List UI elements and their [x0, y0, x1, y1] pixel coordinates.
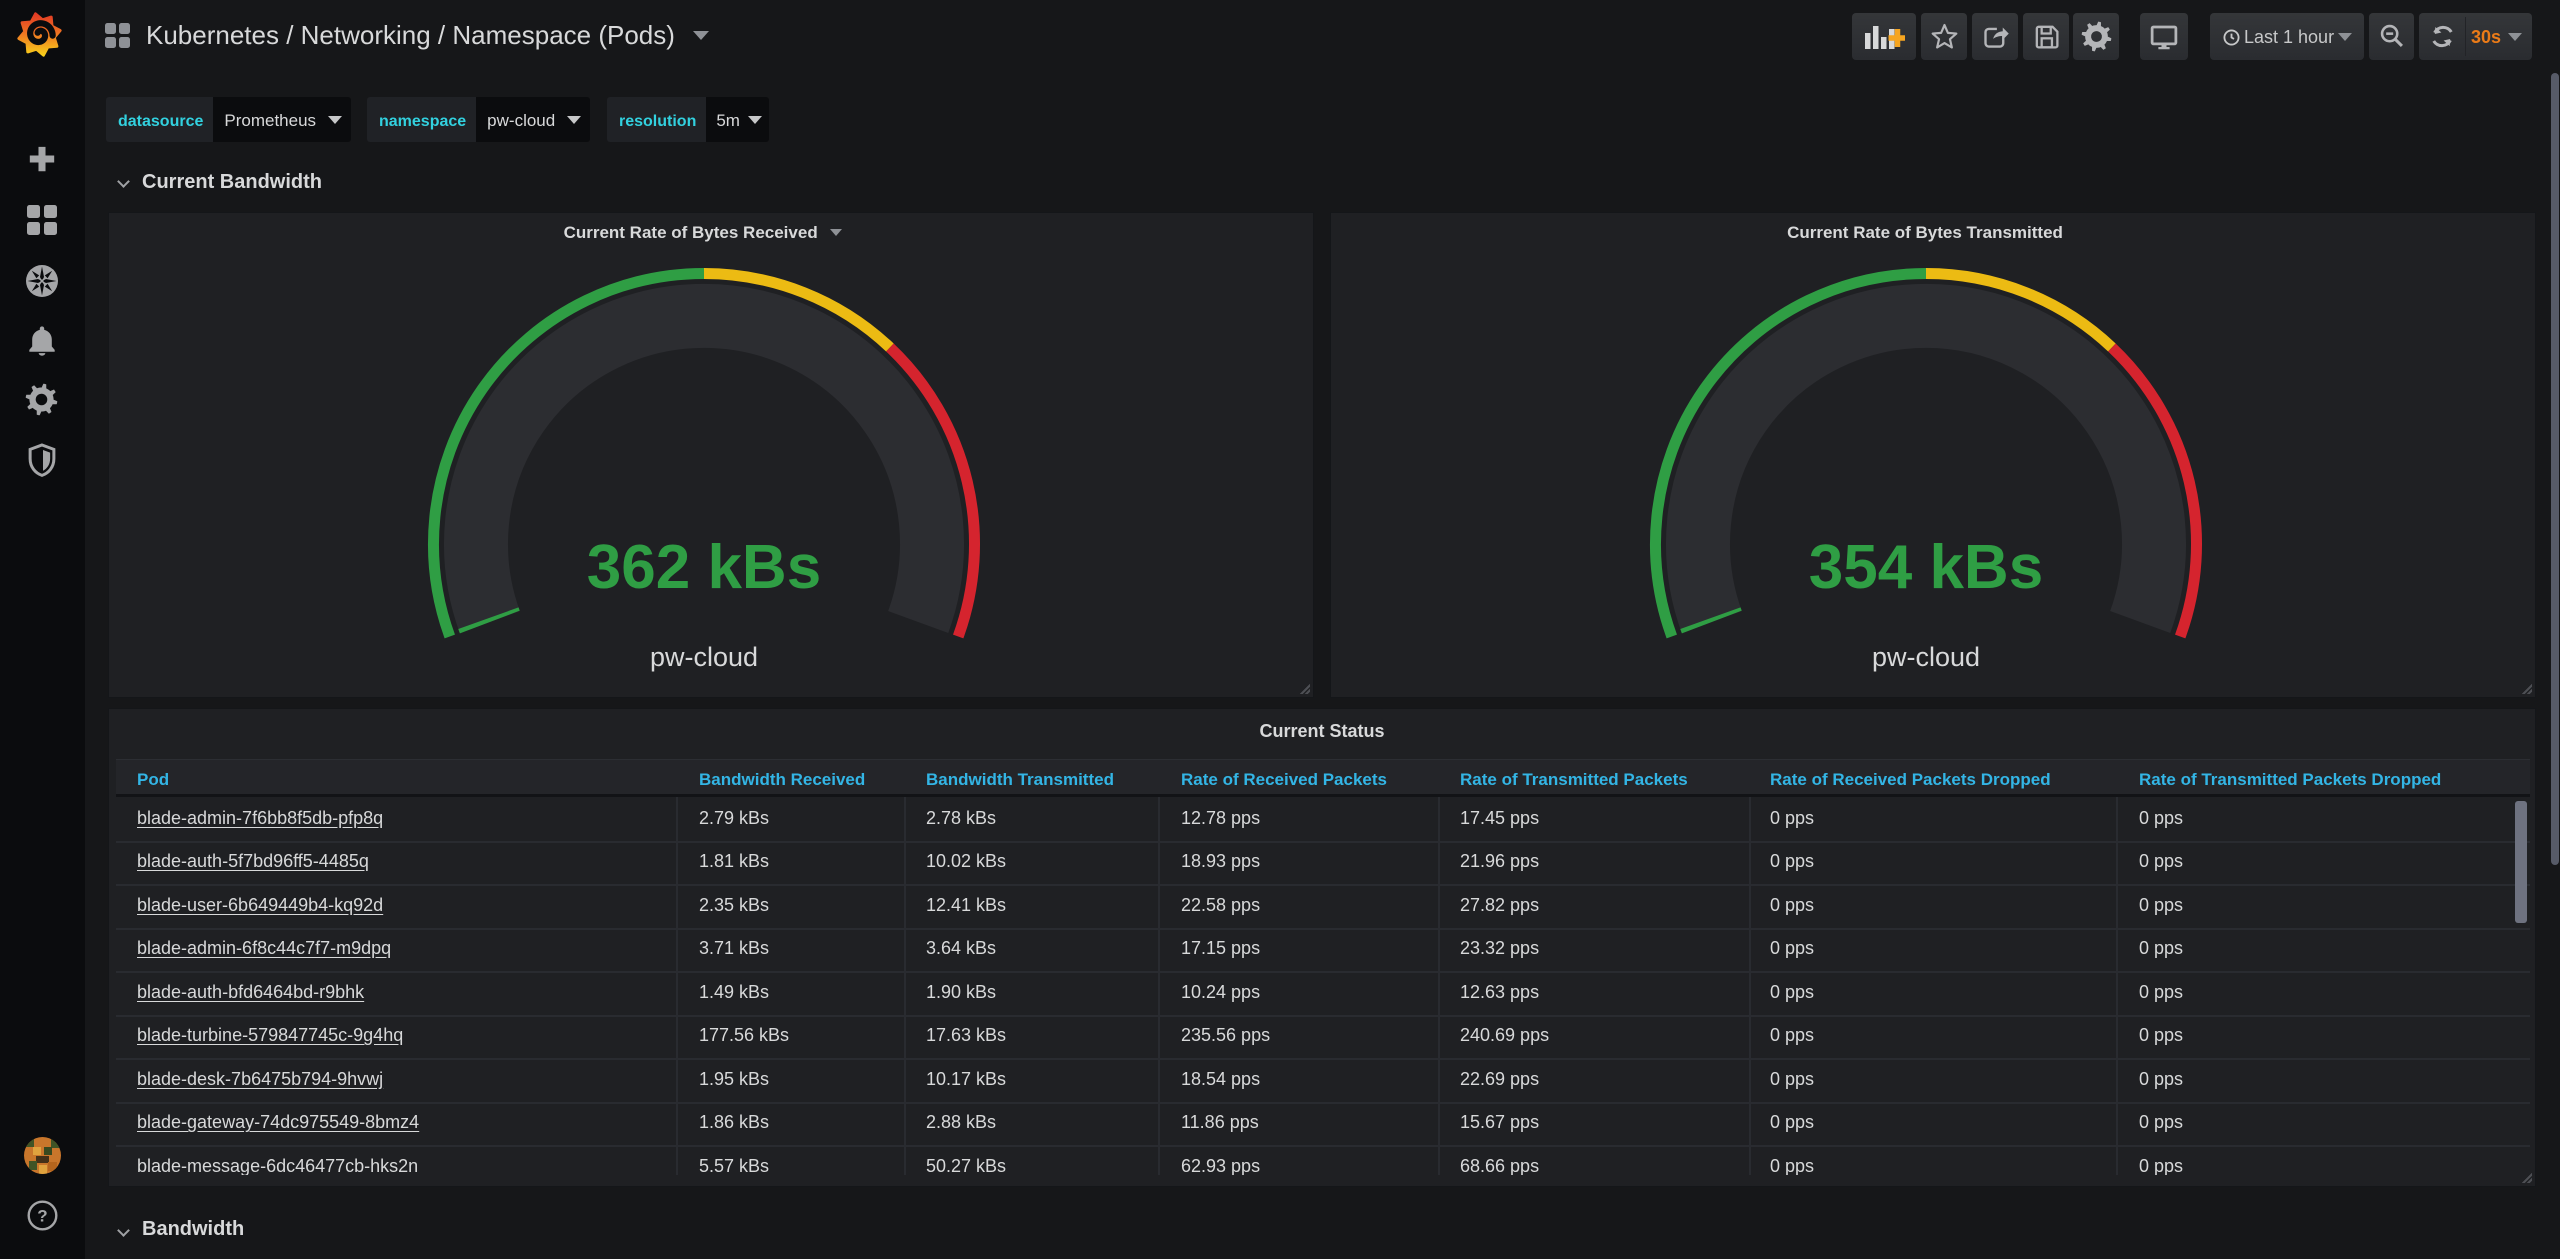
svg-text:?: ? — [37, 1207, 47, 1226]
svg-text:pw-cloud: pw-cloud — [1872, 642, 1980, 672]
svg-text:pw-cloud: pw-cloud — [650, 642, 758, 672]
svg-text:362 kBs: 362 kBs — [587, 533, 821, 602]
svg-text:354 kBs: 354 kBs — [1809, 533, 2043, 602]
